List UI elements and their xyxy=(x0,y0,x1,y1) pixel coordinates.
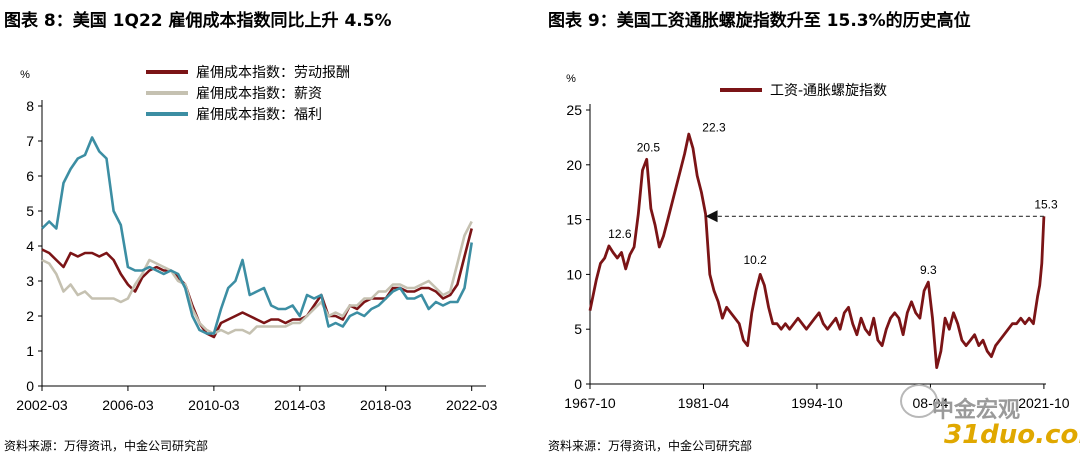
y-tick-label: 5 xyxy=(26,203,34,219)
y-tick-label: 20 xyxy=(566,157,582,173)
y-tick-label: 15 xyxy=(566,212,582,228)
x-tick-label: 2010-03 xyxy=(188,397,240,413)
y-tick-label: 6 xyxy=(26,168,34,184)
y-tick-label: 0 xyxy=(26,378,34,394)
y-tick-label: 4 xyxy=(26,238,34,254)
legend-label-1: 雇佣成本指数：劳动报酬 xyxy=(196,64,350,81)
right-source-note: 资料来源：万得资讯，中金公司研究部 xyxy=(548,439,753,453)
x-tick-label: 2014-03 xyxy=(274,397,326,413)
right-chart-title: 图表 9：美国工资通胀螺旋指数升至 15.3%的历史高位 xyxy=(548,11,971,31)
left-chart-title: 图表 8：美国 1Q22 雇佣成本指数同比上升 4.5% xyxy=(4,11,392,31)
y-tick-label: 5 xyxy=(574,321,582,337)
y-tick-label: 7 xyxy=(26,133,34,149)
watermark-site: 31duo.com xyxy=(944,420,1080,450)
x-tick-label: 1981-04 xyxy=(678,395,730,411)
x-tick-label: 1967-10 xyxy=(564,395,616,411)
y-tick-label: 8 xyxy=(26,98,34,114)
data-label-peak: 20.5 xyxy=(637,140,661,154)
y-unit-label: % xyxy=(20,69,30,81)
series-line-3 xyxy=(41,136,473,335)
data-label-peak: 22.3 xyxy=(702,121,726,135)
x-tick-label: 2021-10 xyxy=(1018,395,1070,411)
x-tick-label: 2018-03 xyxy=(360,397,412,413)
y-tick-label: 1 xyxy=(26,343,34,359)
left-source-note: 资料来源：万得资讯，中金公司研究部 xyxy=(4,439,209,453)
data-label-peak: 12.6 xyxy=(608,227,632,241)
y-tick-label: 0 xyxy=(574,376,582,392)
y-tick-label: 3 xyxy=(26,273,34,289)
x-tick-label: 2002-03 xyxy=(16,397,68,413)
x-tick-label: 1994-10 xyxy=(791,395,843,411)
y-tick-label: 2 xyxy=(26,308,34,324)
y-tick-label: 10 xyxy=(566,266,582,282)
legend-label-2: 雇佣成本指数：薪资 xyxy=(196,85,322,102)
series-line-2 xyxy=(41,220,473,335)
wechat-logo-icon xyxy=(900,384,938,418)
y-unit-label: % xyxy=(566,73,576,85)
y-tick-label: 25 xyxy=(566,102,582,118)
reference-arrow-head xyxy=(705,210,718,223)
x-tick-label: 2006-03 xyxy=(102,397,154,413)
data-label-peak: 15.3 xyxy=(1034,197,1058,211)
data-label-peak: 9.3 xyxy=(920,263,937,277)
series-line-1 xyxy=(588,132,1046,370)
left-chart: % 0 1 2 3 4 5 6 7 8 2002-03 2006-03 2010-03 2014-03 20… xyxy=(16,64,498,413)
legend-label-3: 雇佣成本指数：福利 xyxy=(196,106,322,123)
x-tick-label: 2022-03 xyxy=(446,397,498,413)
legend-label-1: 工资-通胀螺旋指数 xyxy=(770,83,887,99)
data-label-peak: 10.2 xyxy=(743,253,767,267)
watermark-brand: 中金宏观 xyxy=(932,398,1021,423)
